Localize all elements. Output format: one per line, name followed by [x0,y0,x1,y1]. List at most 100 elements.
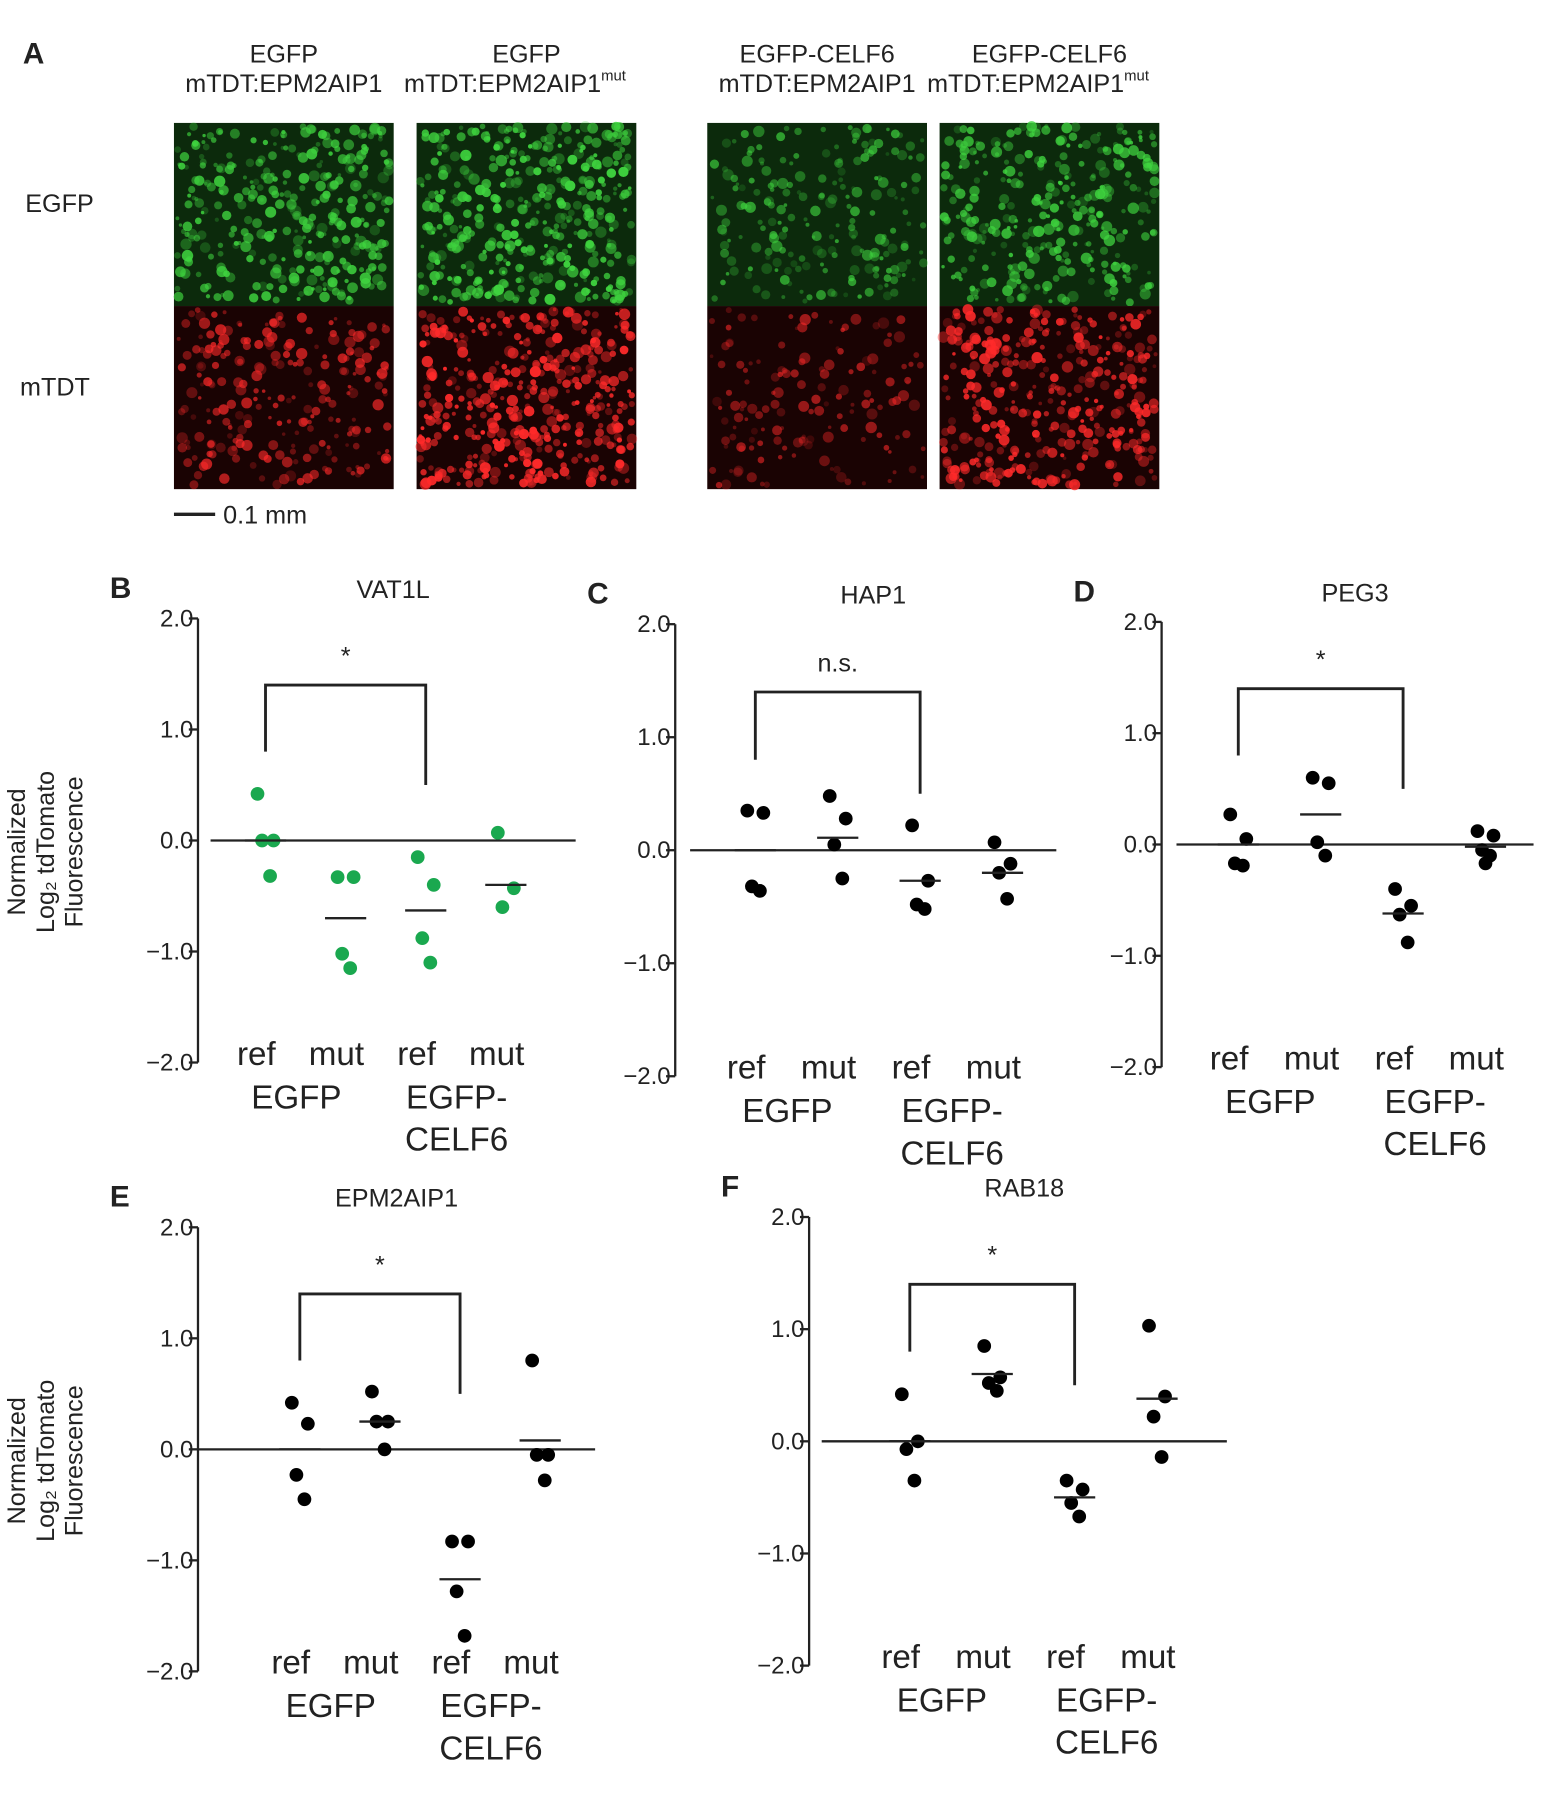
cell [213,293,222,302]
cell [1115,233,1126,243]
cell [900,242,909,252]
cell [942,217,951,226]
cell [951,473,958,480]
cell [974,160,979,165]
cell [431,230,435,235]
cell [484,240,496,252]
cell [253,396,258,402]
cell [1027,218,1033,223]
cell [1023,409,1032,417]
cell [548,306,559,317]
cell [350,470,356,476]
y-tick-label: 0.0 [1124,832,1157,859]
cell [202,133,206,138]
cell [289,193,298,202]
cell [709,159,720,169]
row-label: EGFP [25,190,93,218]
cell [628,367,634,372]
data-point [1000,891,1014,906]
cell [994,141,1001,147]
cell [811,394,821,404]
cell [1141,432,1151,442]
cell [178,408,186,416]
cell [182,350,192,360]
cell [883,250,890,258]
cell [890,129,900,139]
cell [895,272,902,278]
cell [862,123,872,134]
cell [959,145,970,156]
cell [1139,310,1147,318]
cell [456,481,461,487]
cell [466,372,476,382]
cell [986,277,997,288]
cell [443,366,447,371]
y-tick-label: −2.0 [623,1063,670,1090]
cell [283,190,292,198]
cell [614,462,623,472]
cell [1058,163,1070,175]
cell [781,369,791,379]
cell [881,234,887,240]
cell [1104,273,1115,284]
cell [911,172,921,183]
cell [432,402,444,414]
cell [1018,122,1028,131]
cell [959,125,968,133]
cell [504,345,516,357]
cell [238,379,248,389]
cell [303,404,313,414]
cell [1086,222,1091,227]
cell [1073,313,1078,318]
cell [829,466,834,471]
cell [989,467,994,472]
cell [791,453,797,458]
cell [740,129,749,139]
data-point [894,1387,909,1402]
cell [384,196,394,206]
cell [215,442,226,453]
cell [433,431,442,440]
cell [873,138,884,149]
cell [479,452,490,463]
cell [552,438,561,447]
cell [911,277,916,282]
cell [543,362,552,372]
cell [345,347,355,356]
cell [972,248,978,254]
cell [1131,263,1139,271]
cell [1134,342,1146,353]
cell [506,394,519,407]
cell [1130,318,1142,330]
cell [760,225,766,232]
cell [579,176,586,184]
cell [478,459,486,467]
cell [369,224,381,236]
cell [589,337,601,348]
cell [1018,408,1028,418]
cell [1112,341,1123,353]
cell [1095,159,1107,171]
cell [550,405,555,410]
cell [738,234,743,240]
cell [465,480,474,488]
cell [1125,171,1132,178]
cell [552,472,559,480]
cell [552,307,557,312]
cell [981,264,989,272]
cell [595,379,600,385]
cell [423,413,429,420]
cell [741,155,753,167]
cell [361,352,373,363]
cell [839,183,846,190]
cell [426,262,435,271]
cell [335,417,341,423]
cell [558,131,563,136]
cell [732,185,739,192]
cell [343,139,355,151]
data-point [250,786,265,801]
cell [1125,313,1134,322]
cell [436,316,445,325]
cell [744,379,750,385]
cell [973,457,979,463]
